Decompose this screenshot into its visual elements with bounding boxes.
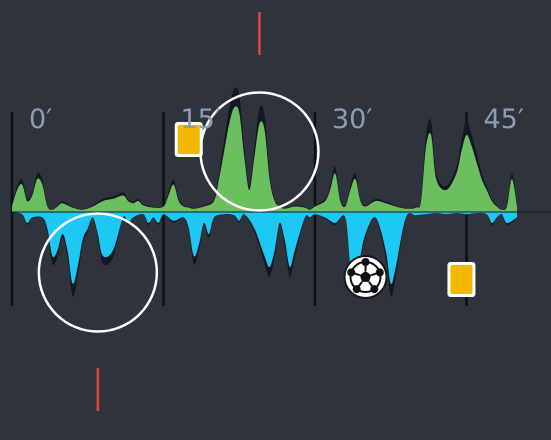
ball-patch <box>352 285 361 294</box>
ball-patch <box>370 285 379 294</box>
yellow-card-icon <box>174 122 203 157</box>
away-momentum-area <box>12 212 517 285</box>
ball-patch <box>375 268 384 277</box>
minute-label: 30′ <box>332 104 373 135</box>
yellow-card-fill <box>450 265 473 294</box>
minute-label: 0′ <box>29 104 53 135</box>
minute-label: 45′ <box>483 104 525 135</box>
ball-center-patch <box>359 271 372 282</box>
away-highlight-circle <box>37 212 159 333</box>
soccer-ball-icon <box>343 255 388 299</box>
yellow-card-fill <box>177 125 200 154</box>
ball-patch <box>347 268 356 277</box>
ball-patch <box>361 258 370 266</box>
yellow-card-icon <box>447 262 476 297</box>
minute-label: 15′ <box>180 104 222 135</box>
home-momentum-area <box>12 106 517 212</box>
